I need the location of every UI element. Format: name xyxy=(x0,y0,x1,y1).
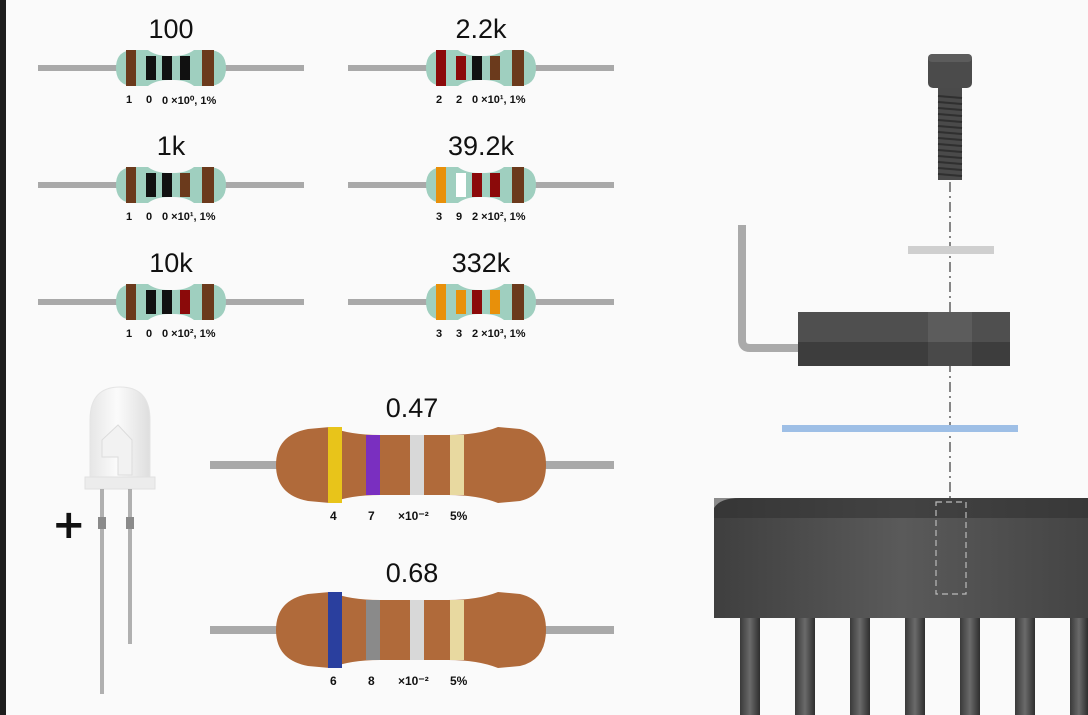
color-band xyxy=(366,600,380,660)
resistor-value-label: 100 xyxy=(148,14,194,44)
resistor-body xyxy=(348,167,614,203)
color-band xyxy=(410,435,424,495)
color-band xyxy=(202,50,214,86)
color-band xyxy=(146,173,156,197)
resistor-value-label: 1k xyxy=(156,131,186,161)
resistor-6: 332k 3 3 2 ×10³, 1% xyxy=(348,248,614,348)
device-body xyxy=(714,498,1088,715)
resistor-body xyxy=(210,427,614,503)
color-band xyxy=(472,290,482,314)
band-code-label: 0 ×10¹, 1% xyxy=(162,211,216,223)
color-band xyxy=(512,167,524,203)
band-code-label: 0 ×10⁰, 1% xyxy=(162,95,217,107)
color-band xyxy=(202,284,214,320)
screw-icon xyxy=(928,54,972,180)
band-code-label: 2 ×10³, 1% xyxy=(472,328,526,340)
band-code-label: 4 xyxy=(330,509,337,523)
color-band xyxy=(180,290,190,314)
resistor-4: 39.2k 3 9 2 ×10², 1% xyxy=(348,131,614,231)
resistor-body xyxy=(38,284,304,320)
left-window-edge xyxy=(0,0,6,715)
metal-washer xyxy=(908,246,994,254)
mounting-block xyxy=(798,312,1010,366)
band-code-label: 3 xyxy=(456,328,463,340)
band-code-label: 2 xyxy=(456,94,463,106)
color-band xyxy=(180,56,190,80)
color-band xyxy=(162,56,172,80)
power-resistor-2: 0.68 6 8 ×10⁻² 5% xyxy=(210,558,614,698)
band-code-label: 1 xyxy=(126,211,133,223)
color-band xyxy=(490,56,500,80)
band-code-label: 6 xyxy=(330,674,337,688)
band-code-label: 1 xyxy=(126,94,133,106)
band-code-label: 1 xyxy=(126,328,133,340)
color-band xyxy=(126,167,136,203)
band-code-label: ×10⁻² xyxy=(398,674,429,688)
color-band xyxy=(328,592,342,668)
band-code-label: 0 xyxy=(146,94,153,106)
resistor-body xyxy=(38,167,304,203)
color-band xyxy=(450,600,464,660)
band-code-label: 5% xyxy=(450,509,468,523)
resistor-5: 10k 1 0 0 ×10², 1% xyxy=(38,248,304,348)
insulation-pad xyxy=(782,425,1018,432)
resistor-body xyxy=(348,284,614,320)
resistor-body xyxy=(348,50,614,86)
resistor-value-label: 10k xyxy=(149,248,193,278)
color-band xyxy=(472,173,482,197)
power-resistor-1: 0.47 4 7 ×10⁻² 5% xyxy=(210,393,614,533)
color-band xyxy=(450,435,464,495)
band-code-label: 7 xyxy=(368,509,375,523)
band-code-label: 2 xyxy=(436,94,443,106)
led-polarity-label: + xyxy=(52,502,86,548)
resistor-value-label: 332k xyxy=(451,248,511,278)
resistor-1: 100 1 0 0 ×10⁰, 1% xyxy=(38,14,304,114)
resistor-2: 2.2k 2 2 0 ×10¹, 1% xyxy=(348,14,614,114)
color-band xyxy=(146,290,156,314)
band-code-label: 9 xyxy=(456,211,463,223)
color-band xyxy=(436,167,446,203)
resistor-value-label: 0.47 xyxy=(385,393,439,423)
color-band xyxy=(456,290,466,314)
color-band xyxy=(328,427,342,503)
color-band xyxy=(162,173,172,197)
resistor-value-label: 0.68 xyxy=(385,558,439,588)
color-band xyxy=(512,50,524,86)
color-band xyxy=(126,50,136,86)
band-code-label: ×10⁻² xyxy=(398,509,429,523)
band-code-label: 5% xyxy=(450,674,468,688)
color-band xyxy=(456,56,466,80)
color-band xyxy=(410,600,424,660)
color-band xyxy=(126,284,136,320)
color-band xyxy=(456,173,466,197)
color-band xyxy=(436,284,446,320)
band-code-label: 0 xyxy=(146,211,153,223)
resistor-value-label: 2.2k xyxy=(455,14,507,44)
band-code-label: 3 xyxy=(436,211,443,223)
resistor-body xyxy=(38,50,304,86)
resistor-3: 1k 1 0 0 ×10¹, 1% xyxy=(38,131,304,231)
band-code-label: 0 ×10¹, 1% xyxy=(472,94,526,106)
color-band xyxy=(512,284,524,320)
band-code-label: 8 xyxy=(368,674,375,688)
band-code-label: 2 ×10², 1% xyxy=(472,211,526,223)
color-band xyxy=(366,435,380,495)
color-band xyxy=(436,50,446,86)
resistor-body xyxy=(210,592,614,668)
band-code-label: 3 xyxy=(436,328,443,340)
color-band xyxy=(180,173,190,197)
resistor-value-label: 39.2k xyxy=(447,131,515,161)
mounting-assembly-diagram xyxy=(714,54,1088,715)
color-band xyxy=(490,290,500,314)
band-code-label: 0 ×10², 1% xyxy=(162,328,216,340)
color-band xyxy=(472,56,482,80)
color-band xyxy=(490,173,500,197)
band-code-label: 0 xyxy=(146,328,153,340)
color-band xyxy=(146,56,156,80)
led-icon xyxy=(84,386,156,694)
color-band xyxy=(202,167,214,203)
color-band xyxy=(162,290,172,314)
